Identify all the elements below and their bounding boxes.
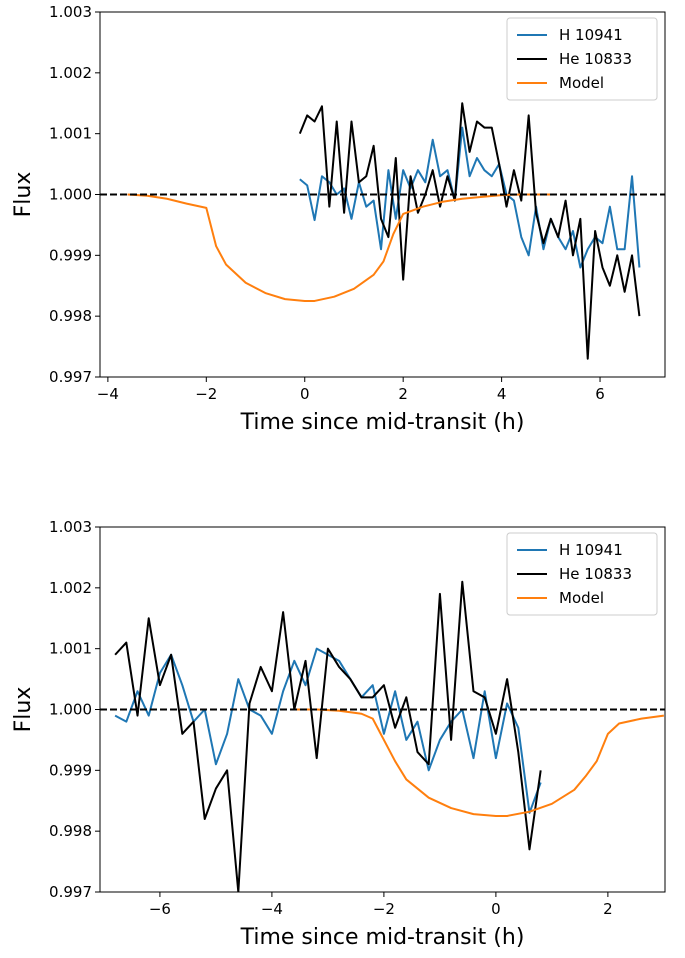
y-tick-label: 1.002 [49, 579, 92, 597]
y-tick-label: 1.002 [49, 64, 92, 82]
legend-label: H 10941 [559, 26, 623, 44]
x-tick-label: 0 [300, 385, 310, 403]
x-tick-label: 4 [497, 385, 507, 403]
y-tick-label: 0.998 [49, 307, 92, 325]
legend-label: He 10833 [559, 50, 632, 68]
legend-label: Model [559, 74, 604, 92]
y-tick-label: 0.997 [49, 368, 92, 386]
x-axis-label: Time since mid-transit (h) [240, 925, 525, 950]
y-axis-label: Flux [11, 172, 36, 218]
x-tick-label: −4 [97, 385, 119, 403]
axes-frame [99, 526, 666, 893]
y-tick-label: 1.001 [49, 640, 92, 658]
y-tick-label: 0.998 [49, 822, 92, 840]
y-tick-label: 1.000 [49, 701, 92, 719]
x-tick-label: −4 [261, 900, 283, 918]
y-tick-label: 1.003 [49, 3, 92, 21]
y-tick-label: 1.001 [49, 125, 92, 143]
series-line [298, 102, 641, 360]
legend-box [506, 532, 658, 616]
series-line [127, 193, 551, 302]
x-tick-label: −6 [149, 900, 171, 918]
y-tick-label: 1.003 [49, 518, 92, 536]
x-tick-label: 6 [595, 385, 605, 403]
x-tick-label: 2 [398, 385, 408, 403]
axes-frame [99, 11, 666, 378]
y-tick-label: 0.999 [49, 246, 92, 264]
series-line [114, 580, 542, 892]
x-tick-label: −2 [195, 385, 217, 403]
legend-label: He 10833 [559, 565, 632, 583]
x-axis-label: Time since mid-transit (h) [240, 410, 525, 435]
legend-label: H 10941 [559, 541, 623, 559]
y-axis-label: Flux [11, 687, 36, 733]
legend-label: Model [559, 589, 604, 607]
series-line [114, 647, 542, 814]
legend-box [506, 17, 658, 101]
x-tick-label: 2 [603, 900, 613, 918]
y-tick-label: 0.997 [49, 883, 92, 901]
plot-area [100, 580, 665, 892]
y-tick-label: 1.000 [49, 186, 92, 204]
x-tick-label: 0 [491, 900, 501, 918]
series-line [294, 708, 665, 817]
x-tick-label: −2 [373, 900, 395, 918]
y-tick-label: 0.999 [49, 761, 92, 779]
plot-area [100, 102, 665, 360]
